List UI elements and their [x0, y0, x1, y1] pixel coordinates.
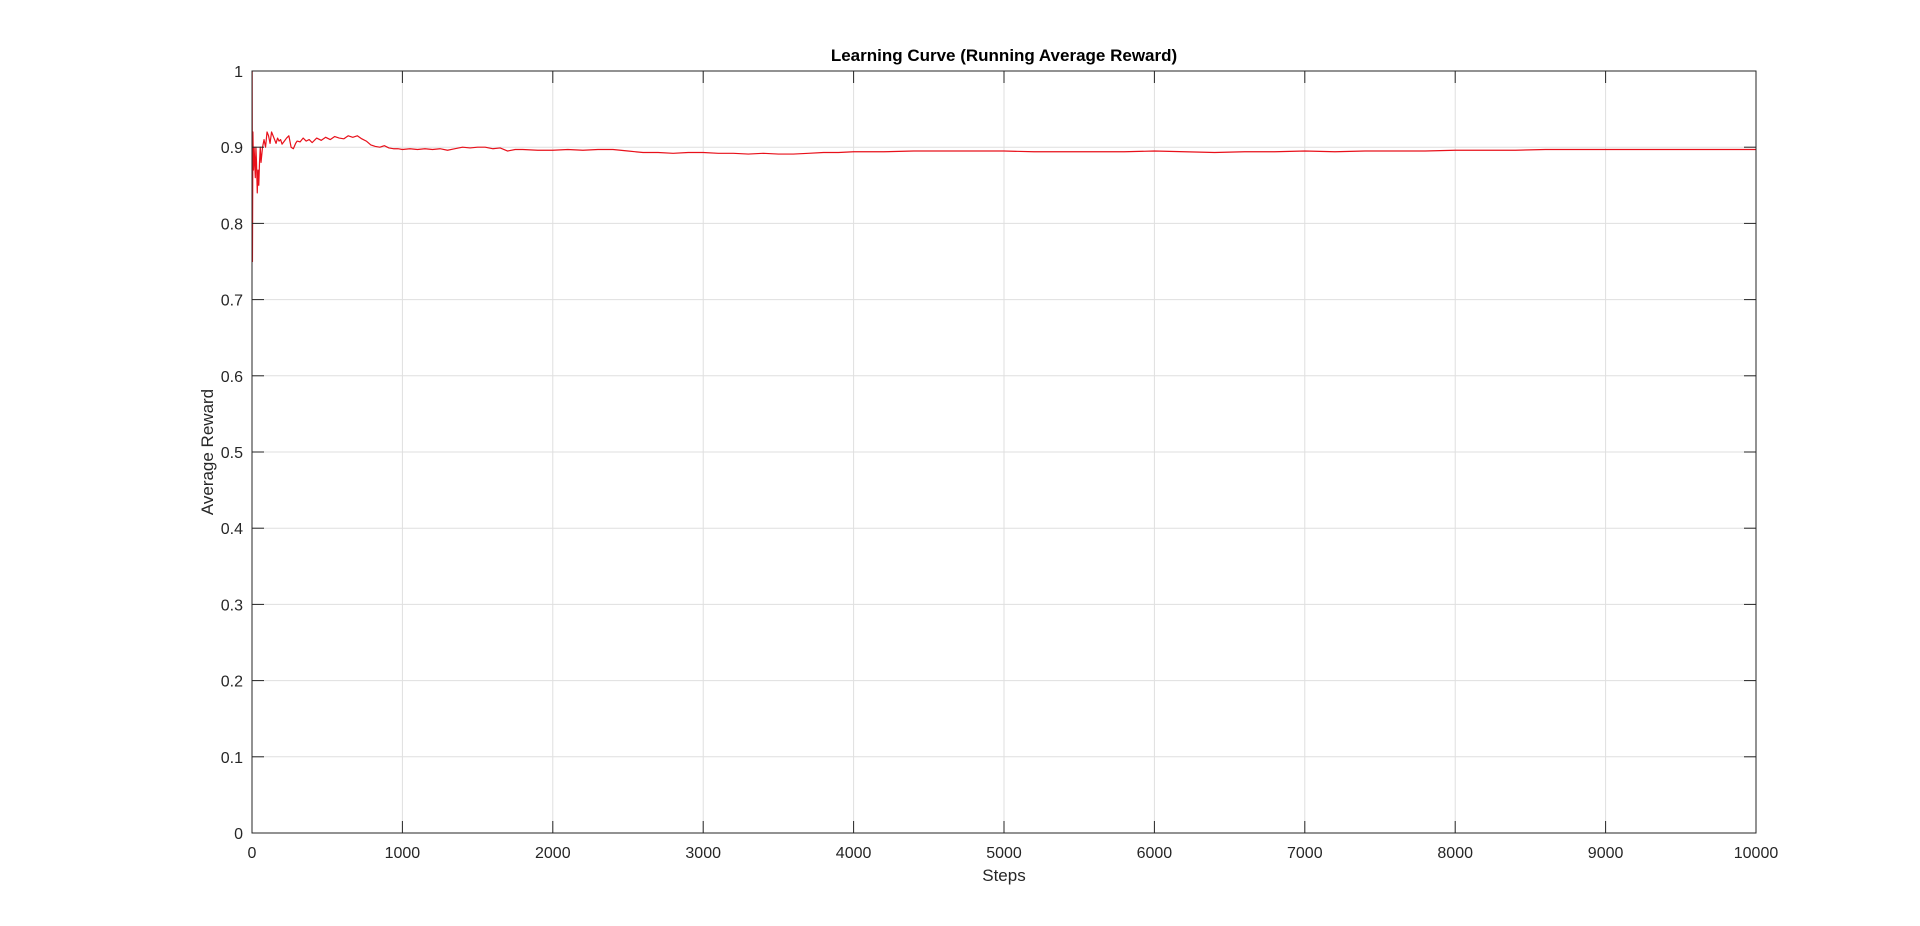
series-layer	[251, 70, 1756, 263]
y-tick-label: 0.4	[221, 521, 243, 538]
y-tick-label: 0.5	[221, 445, 243, 462]
x-tick-label: 3000	[685, 845, 721, 862]
y-tick-label: 0.9	[221, 140, 243, 157]
x-tick-labels: 0 1000 2000 3000 4000 5000 6000 7000 8000 9000 100…	[248, 845, 1779, 862]
y-tick-label: 1	[234, 64, 243, 81]
y-tick-label: 0.1	[221, 750, 243, 767]
x-tick-label: 8000	[1437, 845, 1473, 862]
x-tick-label: 9000	[1588, 845, 1624, 862]
y-axis-label: Average Reward	[198, 389, 217, 515]
series-line	[251, 70, 1756, 263]
x-tick-label: 2000	[535, 845, 571, 862]
x-tick-label: 0	[248, 845, 257, 862]
y-tick-labels: 0 0.1 0.2 0.3 0.4 0.5 0.6 0.7 0.8 0.9 1	[221, 64, 243, 843]
chart-title: Learning Curve (Running Average Reward)	[831, 46, 1177, 65]
x-tick-label: 7000	[1287, 845, 1323, 862]
x-tick-label: 1000	[385, 845, 421, 862]
axis-ticks	[251, 70, 1757, 834]
y-tick-label: 0.3	[221, 597, 243, 614]
x-tick-label: 10000	[1734, 845, 1779, 862]
x-tick-label: 5000	[986, 845, 1022, 862]
y-tick-label: 0.8	[221, 216, 243, 233]
y-tick-label: 0	[234, 826, 243, 843]
y-tick-label: 0.2	[221, 674, 243, 691]
y-tick-label: 0.6	[221, 369, 243, 386]
x-axis-label: Steps	[982, 866, 1025, 885]
y-tick-label: 0.7	[221, 293, 243, 310]
x-tick-label: 6000	[1137, 845, 1173, 862]
x-tick-label: 4000	[836, 845, 872, 862]
